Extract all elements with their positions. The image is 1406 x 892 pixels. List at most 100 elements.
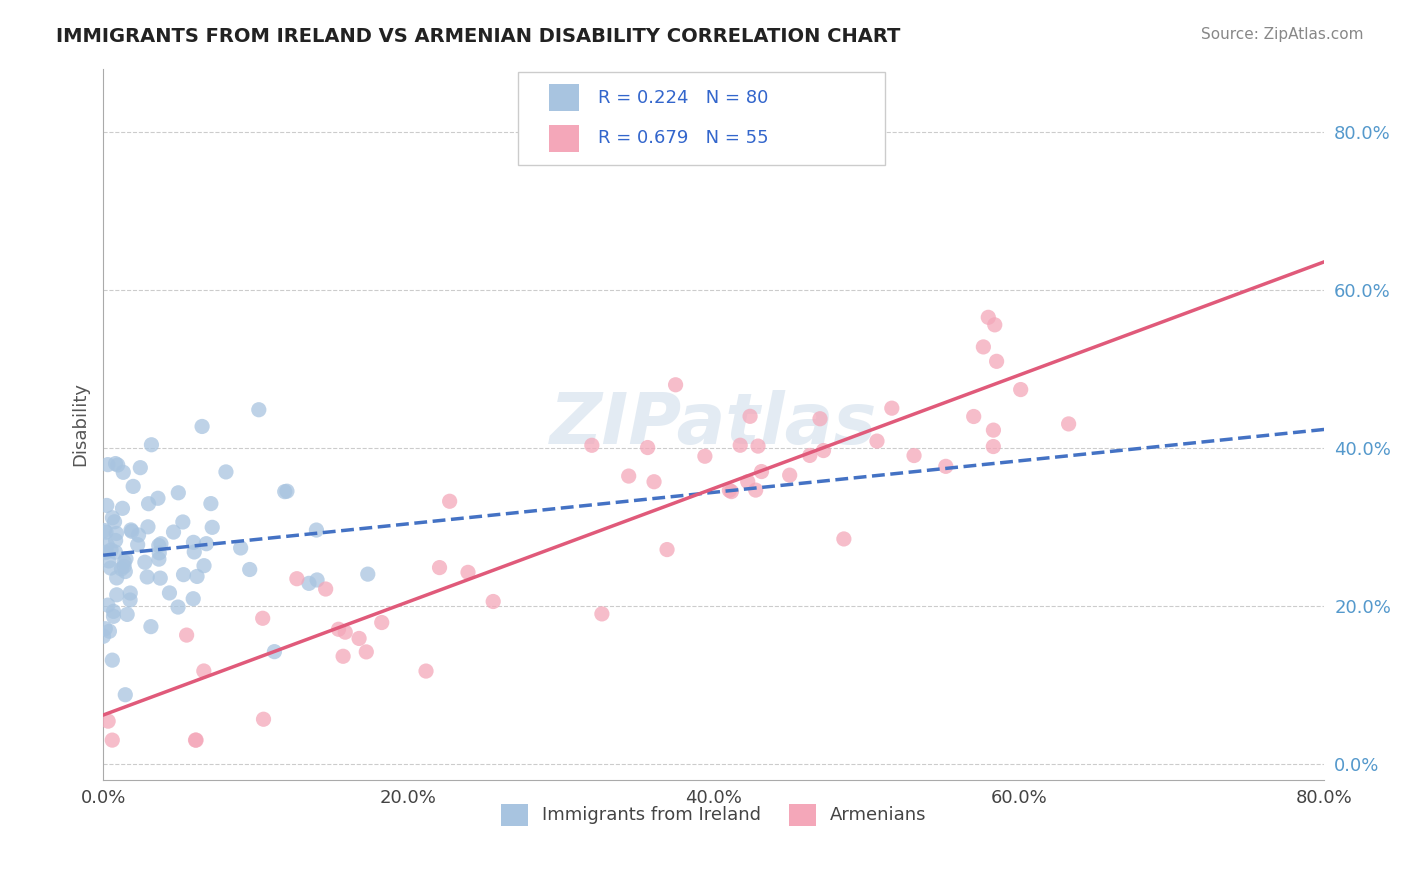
- Point: [115, 551, 138, 566]
- Point: [747, 439, 769, 453]
- Point: [193, 558, 215, 573]
- Point: [1057, 417, 1080, 431]
- Point: [148, 552, 170, 566]
- Point: [315, 582, 337, 596]
- Point: [128, 528, 150, 542]
- Point: [103, 604, 125, 618]
- Y-axis label: Disability: Disability: [72, 382, 89, 466]
- Point: [972, 340, 994, 354]
- Point: [984, 318, 1007, 332]
- Point: [977, 310, 1000, 325]
- Point: [101, 653, 124, 667]
- Point: [136, 570, 159, 584]
- Point: [371, 615, 394, 630]
- Point: [720, 484, 742, 499]
- Point: [482, 594, 505, 608]
- Point: [276, 484, 298, 499]
- Point: [120, 586, 142, 600]
- Point: [215, 465, 238, 479]
- Point: [162, 524, 184, 539]
- Point: [101, 510, 124, 524]
- Point: [105, 588, 128, 602]
- Point: [581, 438, 603, 452]
- Point: [779, 468, 801, 483]
- Point: [263, 645, 285, 659]
- Point: [738, 409, 761, 424]
- Point: [121, 524, 143, 539]
- Point: [186, 569, 208, 583]
- Point: [148, 546, 170, 560]
- Legend: Immigrants from Ireland, Armenians: Immigrants from Ireland, Armenians: [492, 795, 935, 835]
- Point: [201, 520, 224, 534]
- Text: R = 0.224   N = 80: R = 0.224 N = 80: [598, 88, 768, 107]
- Point: [328, 622, 350, 636]
- Point: [832, 532, 855, 546]
- Point: [104, 545, 127, 559]
- Point: [100, 561, 122, 575]
- Point: [935, 459, 957, 474]
- Point: [193, 664, 215, 678]
- Point: [184, 733, 207, 747]
- Point: [181, 591, 204, 606]
- Point: [176, 628, 198, 642]
- Point: [252, 712, 274, 726]
- Point: [100, 543, 122, 558]
- Point: [105, 526, 128, 541]
- Point: [200, 497, 222, 511]
- Point: [98, 624, 121, 639]
- Point: [1010, 383, 1032, 397]
- Point: [986, 354, 1008, 368]
- Point: [141, 438, 163, 452]
- Point: [127, 538, 149, 552]
- FancyBboxPatch shape: [548, 125, 579, 152]
- Point: [129, 460, 152, 475]
- Point: [97, 458, 120, 472]
- Point: [617, 469, 640, 483]
- Point: [122, 479, 145, 493]
- Point: [903, 449, 925, 463]
- Point: [808, 411, 831, 425]
- Text: R = 0.679   N = 55: R = 0.679 N = 55: [598, 129, 768, 147]
- Point: [963, 409, 986, 424]
- Point: [149, 537, 172, 551]
- Point: [115, 607, 138, 622]
- Point: [104, 533, 127, 548]
- Point: [183, 545, 205, 559]
- Point: [981, 440, 1004, 454]
- FancyBboxPatch shape: [548, 84, 579, 112]
- Point: [112, 555, 135, 569]
- Point: [172, 515, 194, 529]
- Point: [138, 497, 160, 511]
- Point: [134, 555, 156, 569]
- Point: [184, 733, 207, 747]
- Point: [737, 475, 759, 489]
- Point: [718, 483, 741, 498]
- Point: [335, 625, 357, 640]
- Point: [120, 593, 142, 607]
- Point: [866, 434, 889, 449]
- Point: [880, 401, 903, 416]
- Point: [148, 539, 170, 553]
- Point: [159, 586, 181, 600]
- Point: [167, 485, 190, 500]
- Point: [96, 538, 118, 552]
- Point: [643, 475, 665, 489]
- Point: [112, 466, 135, 480]
- Point: [97, 714, 120, 728]
- FancyBboxPatch shape: [519, 72, 884, 164]
- Point: [285, 572, 308, 586]
- Point: [356, 645, 378, 659]
- Point: [298, 576, 321, 591]
- Point: [247, 402, 270, 417]
- Point: [93, 629, 115, 643]
- Point: [799, 449, 821, 463]
- Point: [114, 688, 136, 702]
- Point: [97, 554, 120, 568]
- Point: [591, 607, 613, 621]
- Point: [149, 571, 172, 585]
- Point: [983, 423, 1005, 437]
- Point: [173, 567, 195, 582]
- Point: [107, 458, 129, 472]
- Point: [307, 573, 329, 587]
- Point: [693, 449, 716, 463]
